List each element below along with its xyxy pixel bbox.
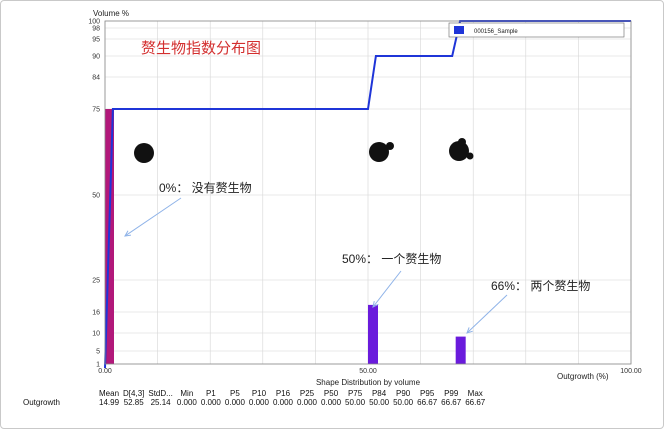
particle-outgrowth	[386, 142, 394, 150]
y-axis-label: Volume %	[93, 9, 129, 18]
stats-value-cell: 0.000	[248, 398, 269, 407]
y-tick-label: 50	[92, 193, 100, 200]
stats-value-cell: 0.000	[176, 398, 197, 407]
bars-group	[105, 109, 466, 364]
stats-header-cell: P99	[444, 389, 459, 398]
x-tick-label: 0.00	[98, 368, 112, 375]
y-tick-label: 100	[88, 19, 100, 26]
y-tick-label: 98	[92, 26, 100, 33]
stats-row-label: Outgrowth	[23, 398, 60, 407]
annotation-label: 50%： 一个赘生物	[342, 251, 441, 266]
annotation-arrow	[372, 270, 402, 308]
annotation-arrowhead	[124, 230, 132, 237]
stats-header-cell: P25	[299, 389, 315, 398]
stats-header-cell: P95	[420, 389, 435, 398]
y-tick-label: 10	[92, 331, 100, 338]
particle-images	[134, 138, 474, 163]
stats-value-cell: 66.67	[441, 398, 462, 407]
particle-one-outgrowth	[369, 142, 389, 162]
legend: 000156_Sample	[448, 22, 625, 38]
stats-header-cell: P75	[347, 389, 363, 398]
y-tick-label: 90	[92, 54, 100, 61]
bar	[455, 336, 466, 364]
particle-outgrowth	[466, 152, 474, 160]
stats-header-cell: P90	[396, 389, 411, 398]
x-tick-label: 50.00	[359, 368, 377, 375]
stats-header-cell: P1	[205, 389, 216, 398]
stats-header-cell: P10	[251, 389, 267, 398]
stats-value-cell: 50.00	[345, 398, 366, 407]
annotation-label: 66%： 两个赘生物	[491, 278, 590, 293]
particle-sphere	[134, 143, 154, 163]
stats-value-row: Outgrowth 14.99 52.85 25.14 0.000 0.000 0.000 0…	[23, 398, 487, 407]
y-tick-label: 84	[92, 75, 100, 82]
stats-value-cell: 50.00	[393, 398, 414, 407]
stats-value-cell: 0.000	[321, 398, 342, 407]
legend-series-name: 000156_Sample	[474, 29, 518, 35]
stats-value-cell: 0.000	[296, 398, 318, 407]
stats-value-cell: 66.67	[417, 398, 438, 407]
y-tick-label: 75	[92, 107, 100, 114]
annotation-label: 0%： 没有赘生物	[159, 180, 252, 195]
stats-header-cell: P84	[371, 389, 387, 398]
annotation-arrowhead	[466, 327, 473, 334]
y-tick-label: 25	[92, 278, 100, 285]
stats-header-cell: P16	[275, 389, 291, 398]
annotation-arrow	[124, 197, 182, 237]
y-tick-label: 16	[92, 310, 100, 317]
stats-value-cell: 0.000	[272, 398, 293, 407]
stats-value-cell: 14.99	[99, 398, 120, 407]
bar	[368, 304, 378, 364]
y-tick-label: 1	[96, 362, 100, 369]
x-tick-labels: 0.00 50.00 100.00	[98, 368, 642, 375]
annotations-group: 0%： 没有赘生物 50%： 一个赘生物 66%： 两个赘生物	[124, 180, 590, 334]
stats-header-cell: Max	[467, 389, 483, 398]
stats-header-cell: Mean	[99, 389, 120, 398]
stats-header-row: Mean D[4,3] StdD... Min P1 P5 P10 P16 P25 P50 P75 P…	[23, 389, 487, 398]
stats-value-cell: 52.85	[123, 398, 144, 407]
stats-header-cell: P5	[230, 389, 240, 398]
legend-swatch	[454, 26, 464, 34]
annotation-arrow	[466, 294, 508, 334]
stats-header-cell: P50	[323, 389, 339, 398]
stats-header-cell: StdD...	[148, 389, 173, 398]
stats-value-cell: 25.14	[150, 398, 171, 407]
stats-value-cell: 0.000	[200, 398, 221, 407]
stats-header-cell: D[4,3]	[123, 389, 145, 398]
stats-value-cell: 66.67	[465, 398, 486, 407]
legend-box	[448, 22, 625, 38]
stats-value-cell: 50.00	[369, 398, 390, 407]
y-tick-label: 5	[96, 349, 100, 356]
particle-two-outgrowths	[449, 141, 469, 161]
particle-outgrowth	[458, 138, 466, 146]
x-tick-label: 100.00	[620, 368, 642, 375]
plot-border	[104, 20, 632, 365]
stats-table: Mean D[4,3] StdD... Min P1 P5 P10 P16 P25 P50 P75 P…	[23, 389, 487, 407]
y-tick-label: 95	[92, 37, 100, 44]
stats-header-cell: Min	[180, 389, 194, 398]
x-axis-label: Shape Distribution by volume	[316, 378, 421, 387]
x-axis-secondary-label: Outgrowth (%)	[557, 372, 609, 381]
stats-header-empty	[23, 389, 97, 398]
chart-title: 赘生物指数分布图	[141, 40, 261, 57]
stats-value-cell: 0.000	[224, 398, 245, 407]
annotation-arrowhead	[372, 301, 379, 308]
